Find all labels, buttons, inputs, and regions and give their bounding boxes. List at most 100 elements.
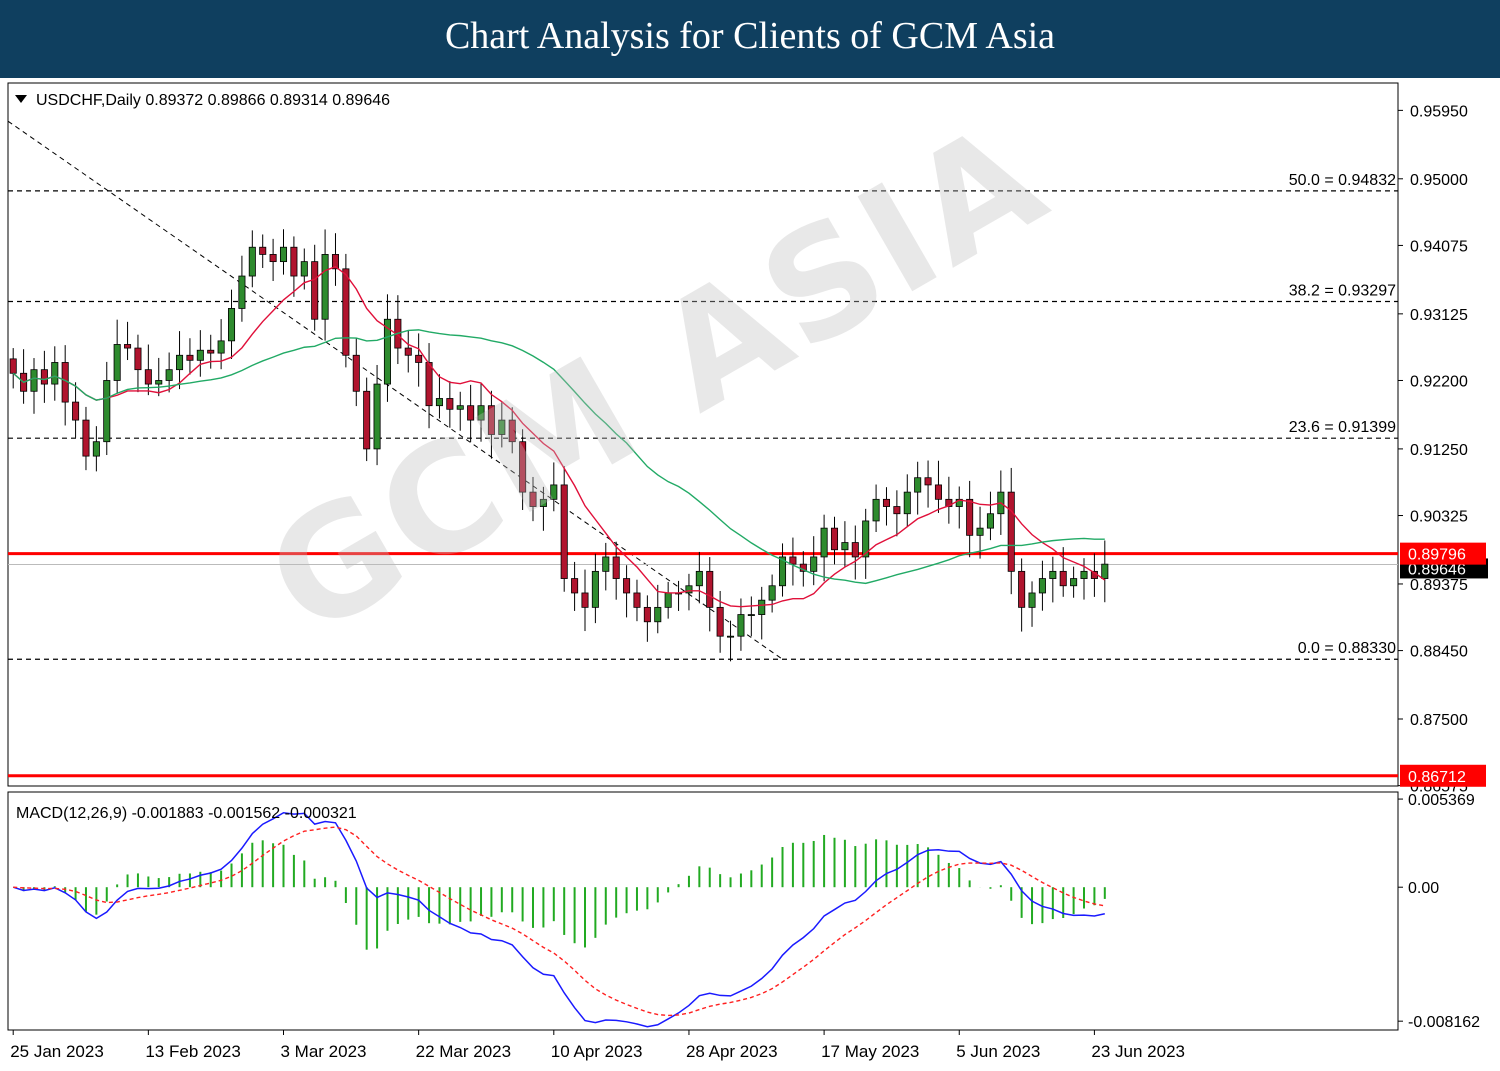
macd-signal-line [13,826,1105,1017]
candle-bull [820,527,828,558]
price-tick-label: 0.90325 [1410,509,1468,526]
candle-bull [779,556,787,587]
candle-bear [363,390,371,450]
candle-bear [612,556,620,579]
candle-bull [685,585,693,594]
candle-bull [321,254,329,320]
candle-bear [924,477,932,486]
candle-bear [581,592,589,608]
candle-bear [1007,491,1015,572]
price-panel-frame [7,82,1399,787]
candle-bull [373,383,381,450]
candle-bear [882,498,890,507]
candle-bull [435,398,443,407]
candle-bull [747,614,755,616]
candle-bull [217,340,225,354]
candle-bear [342,268,350,356]
candle-bull [1101,563,1109,579]
candle-bull [1038,578,1046,594]
symbol-dropdown-icon [15,95,27,103]
candle-bear [519,441,527,493]
candle-bull [498,419,506,435]
candle-bear [1059,570,1067,587]
candle-bull [165,369,173,381]
candle-bear [1018,570,1026,608]
price-tick-label: 0.92200 [1410,373,1468,390]
candle-bull [383,318,391,385]
candle-bear [311,261,319,320]
candle-bull [976,527,984,536]
candle-bear [9,358,17,374]
candle-bear [633,592,641,608]
candle-bear [446,398,454,410]
candle-bull [176,354,184,371]
candle-bear [716,606,724,637]
fib-level-label: 23.6 = 0.91399 [1289,419,1396,436]
candle-bull [155,380,163,385]
macd-panel-frame [7,791,1399,1031]
candle-bull [872,498,880,522]
x-tick-label: 5 Jun 2023 [956,1042,1040,1061]
candle-bear [934,484,942,500]
price-tick-label: 0.95000 [1410,172,1468,189]
candle-bull [591,570,599,608]
candle-bull [955,498,963,507]
candle-bull [727,635,735,638]
fib-level-label: 50.0 = 0.94832 [1289,172,1396,189]
candle-bear [404,347,412,356]
price-header: USDCHF,Daily 0.89372 0.89866 0.89314 0.8… [36,92,390,109]
candle-bull [51,362,59,385]
candle-bull [914,477,922,493]
candle-bull [196,349,204,361]
candle-bull [113,344,121,381]
candle-bear [425,362,433,407]
candle-bull [300,261,308,277]
candle-bull [654,606,662,623]
current-price-label: 0.89646 [1408,561,1466,578]
candle-bear [643,606,651,623]
candle-bull [248,246,256,277]
candle-bear [331,254,340,270]
candle-bull [1070,578,1078,587]
key-level-label: 0.89796 [1408,547,1466,564]
macd-line [12,812,1105,1028]
candle-bull [477,405,485,421]
candle-bull [841,542,849,551]
candle-bull [862,520,870,558]
candle-bull [30,369,38,392]
candle-bear [508,419,516,443]
candle-bull [539,498,547,507]
candle-bull [227,308,236,342]
candle-bull [550,484,558,500]
candle-bear [207,349,215,354]
macd-tick-label: 0.00 [1408,880,1439,897]
candle-bull [103,380,111,443]
x-tick-label: 17 May 2023 [821,1042,919,1061]
key-level-box [1400,764,1486,787]
candle-bull [810,556,818,572]
candle-bull [1080,570,1088,579]
candle-bull [92,441,100,457]
candle-bear [467,405,475,421]
candle-bear [72,401,80,421]
candle-bear [269,254,277,263]
price-tick-label: 0.89375 [1410,577,1468,594]
fib-level-label: 0.0 = 0.88330 [1298,640,1396,657]
candle-bull [903,491,911,515]
key-level-label: 0.86712 [1408,769,1466,786]
x-tick-label: 25 Jan 2023 [10,1042,104,1061]
price-tick-label: 0.94075 [1410,238,1468,255]
price-tick-label: 0.95950 [1410,103,1468,120]
candle-bear [290,246,298,277]
macd-tick-label: -0.008162 [1408,1014,1480,1031]
candle-bear [144,369,152,385]
candle-bear [259,246,267,255]
banner-title: Chart Analysis for Clients of GCM Asia [444,15,1056,57]
ma-fast-line [12,265,1106,608]
x-tick-label: 13 Feb 2023 [145,1042,240,1061]
x-tick-label: 3 Mar 2023 [281,1042,367,1061]
candle-bull [664,592,672,608]
candle-bull [695,570,703,587]
trendline [7,120,783,660]
